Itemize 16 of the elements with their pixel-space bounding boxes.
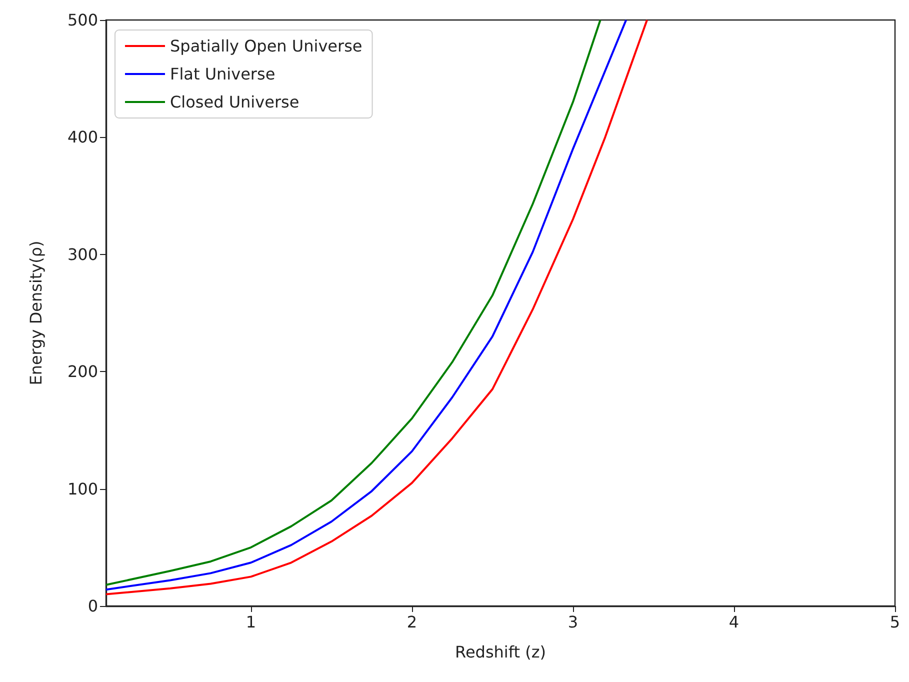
y-tick-label: 200 (67, 362, 98, 382)
legend-label: Spatially Open Universe (170, 36, 362, 56)
y-tick-label: 0 (88, 596, 98, 616)
x-tick-label: 5 (890, 612, 900, 632)
legend-label: Closed Universe (170, 92, 300, 112)
y-tick-label: 100 (67, 479, 98, 498)
x-tick-label: 2 (406, 612, 418, 632)
x-tick-label: 3 (568, 612, 578, 632)
legend-label: Flat Universe (170, 64, 276, 84)
x-tick-label: 1 (246, 612, 256, 632)
y-tick-label: 400 (67, 128, 98, 147)
y-tick-label: 500 (67, 10, 98, 30)
y-axis-title: Energy Density(ρ) (26, 240, 46, 386)
y-tick-label: 300 (67, 244, 98, 264)
x-axis-title: Redshift (z) (455, 642, 546, 662)
x-tick-label: 4 (728, 612, 740, 632)
